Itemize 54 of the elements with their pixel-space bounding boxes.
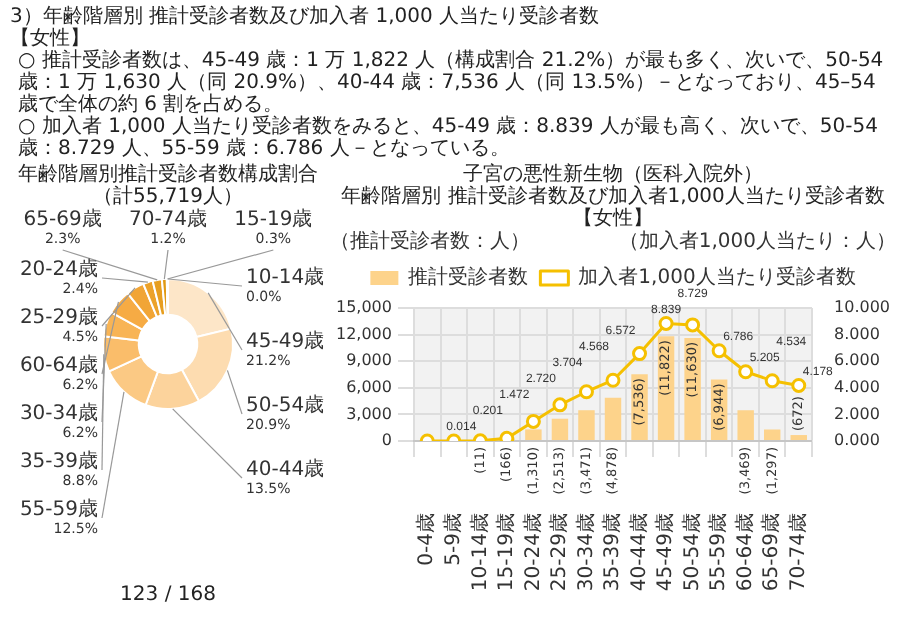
x-tick-label: 65-69歳 bbox=[759, 513, 784, 592]
legend-label: 加入者1,000人当たり受診者数 bbox=[578, 265, 856, 290]
x-tick-label: 20-24歳 bbox=[520, 513, 545, 592]
x-tick-label: 50-54歳 bbox=[679, 513, 704, 592]
x-tick-label: 10-14歳 bbox=[467, 513, 492, 592]
x-tick-label: 25-29歳 bbox=[547, 513, 572, 592]
slice-label: 70-74歳 bbox=[128, 207, 208, 232]
x-tick-label: 60-64歳 bbox=[732, 513, 757, 592]
y-tick-label: 6,000 bbox=[346, 377, 392, 396]
y2-tick-label: 4.000 bbox=[834, 377, 880, 396]
y-tick-label: 12,000 bbox=[335, 324, 392, 343]
slice-label: 50-54歳 bbox=[246, 393, 325, 418]
y-tick-label: 15,000 bbox=[335, 298, 392, 317]
text: 【女性】 bbox=[10, 28, 90, 50]
legend-label: 推計受診者数 bbox=[408, 265, 529, 290]
slice-label: 25-29歳 bbox=[19, 305, 98, 330]
y2-tick-label: 0.000 bbox=[834, 431, 880, 450]
slice-label: 55-59歳 bbox=[19, 497, 98, 522]
text: 123 / 168 bbox=[120, 584, 216, 606]
y2-axis-title: （加入者1,000人当たり：人） bbox=[618, 229, 896, 254]
chart-subtitle: 年齢階層別 推計受診者数及び加入者1,000人当たり受診者数 bbox=[339, 186, 887, 208]
slice-label: 40-44歳 bbox=[246, 457, 325, 482]
slice-label: 35-39歳 bbox=[19, 449, 98, 474]
slice-label: 45-49歳 bbox=[246, 329, 325, 354]
x-tick-label: 55-59歳 bbox=[706, 513, 731, 592]
x-tick-label: 0-4歳 bbox=[414, 513, 439, 566]
y2-tick-label: 6.000 bbox=[834, 351, 880, 370]
x-tick-label: 5-9歳 bbox=[440, 513, 465, 566]
x-tick-label: 15-19歳 bbox=[494, 513, 519, 592]
x-tick-label: 70-74歳 bbox=[785, 513, 810, 592]
text: ○ 加入者 1,000 人当たり受診者数をみると、45-49 歳：8.839 人が最も高く、次いで、50-54 歳：8.729 人、55-59 歳：6.786 人－となっている。 bbox=[16, 116, 880, 160]
y-tick-label: 3,000 bbox=[346, 404, 392, 423]
y2-tick-label: 10.000 bbox=[834, 298, 891, 317]
slice-label: 20-24歳 bbox=[19, 257, 98, 282]
chart-title: 年齢階層別推計受診者数構成割合 bbox=[16, 164, 320, 186]
chart-subtitle: （計55,719人） bbox=[91, 186, 245, 208]
y-axis-title: （推計受診者数：人） bbox=[330, 229, 530, 254]
x-tick-label: 40-44歳 bbox=[626, 513, 651, 592]
slice-label: 30-34歳 bbox=[19, 401, 98, 426]
chart-title: 子宮の悪性新生物（医科入院外） bbox=[461, 164, 765, 186]
legend-label: 10-14歳 bbox=[246, 265, 325, 290]
y-tick-label: 0 bbox=[381, 431, 392, 450]
slice-label: 65-69歳 bbox=[23, 207, 102, 232]
y2-tick-label: 2.000 bbox=[834, 404, 880, 423]
slice-label: 15-19歳 bbox=[234, 207, 313, 232]
text: 【女性】 bbox=[571, 208, 655, 230]
slice-label: 60-64歳 bbox=[19, 353, 98, 378]
x-tick-label: 45-49歳 bbox=[653, 513, 678, 592]
y2-tick-label: 8.000 bbox=[834, 324, 880, 343]
x-tick-label: 35-39歳 bbox=[600, 513, 625, 592]
x-tick-label: 30-34歳 bbox=[573, 513, 598, 592]
text: ○ 推計受診者数は、45-49 歳：1 万 1,822 人（構成割合 21.2%）が最も多く、次いで、50-54 歳：1 万 1,630 人（同 20.9%）、40-44 歳：7,536 人（同 13.5%）－となっており、45–54 歳で全体の約 6 割を占める。 bbox=[16, 50, 886, 116]
y-tick-label: 9,000 bbox=[346, 351, 392, 370]
text: 3）年齢階層別 推計受診者数及び加入者 1,000 人当たり受診者数 bbox=[10, 6, 602, 28]
